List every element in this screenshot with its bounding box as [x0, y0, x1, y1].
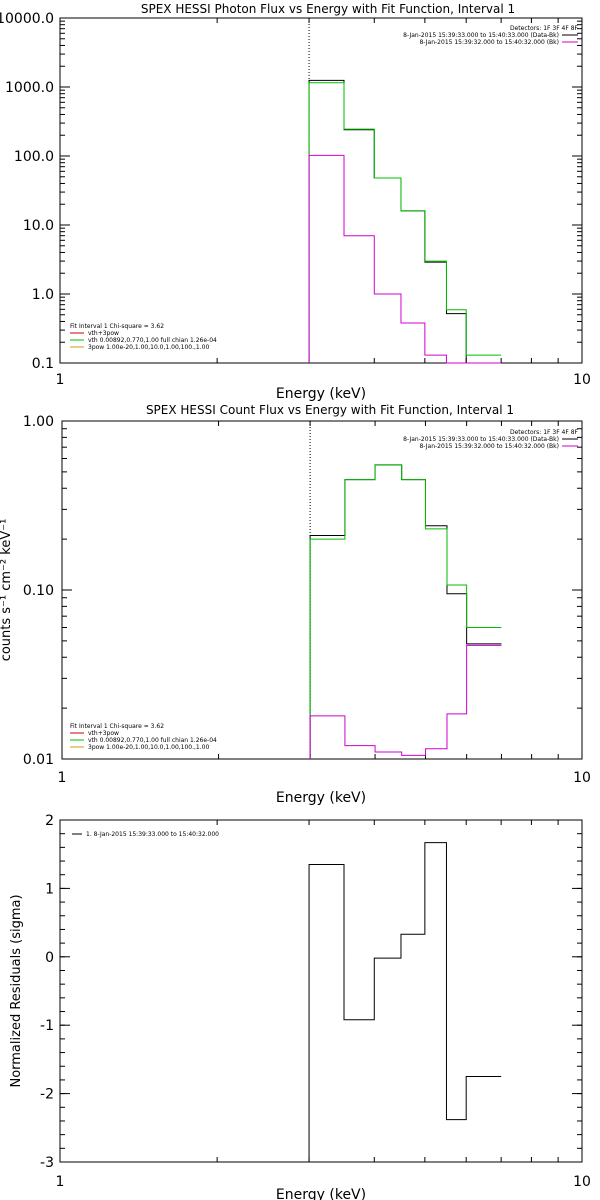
count-flux-xlabel: Energy (keV) — [276, 790, 366, 806]
series-step-line — [309, 644, 502, 759]
y-tick-label: 2 — [45, 813, 54, 829]
y-tick-label: -3 — [40, 1155, 54, 1171]
y-tick-label: 10.0 — [23, 218, 54, 234]
legend-left-entry: vth 0.00892,0.770,1.00 full chian 1.26e-… — [88, 337, 217, 344]
count-flux-panel: SPEX HESSI Count Flux vs Energy with Fit… — [0, 403, 591, 806]
residuals-plot-layer: -3 -2 -1 0 1 2 1 10 1. 8-Jan-2015 15:39:33.000 t… — [40, 813, 591, 1190]
legend-left-entry: 3pow 1.00e-20,1.00,10.0,1.00,100.,1.00 — [88, 344, 209, 351]
legend-left-entry: Fit Interval 1 Chi-square = 3.62 — [70, 723, 164, 730]
y-tick-label: 0 — [45, 950, 54, 966]
x-tick-label: 10 — [573, 770, 591, 786]
photon-flux-axes-box — [59, 17, 583, 364]
x-tick-label: 10 — [573, 372, 591, 388]
y-tick-label: 0.01 — [23, 752, 54, 768]
residuals-panel: -3 -2 -1 0 1 2 1 10 1. 8-Jan-2015 15:39:33.000 t… — [9, 813, 591, 1200]
x-tick-label: 1 — [56, 1174, 65, 1190]
series-step-line — [308, 842, 502, 1162]
series-step-line — [309, 464, 502, 759]
legend-left-entry: 1. 8-Jan-2015 15:39:33.000 to 15:40:32.0… — [86, 831, 219, 838]
photon-flux-xlabel: Energy (keV) — [276, 386, 366, 402]
legend-right-entry: 8-Jan-2015 15:39:32.000 to 15:40:32.000 … — [419, 39, 559, 46]
legend-left-entry: vth 0.00892,0.770,1.00 full chian 1.26e-… — [88, 737, 217, 744]
series-step-line — [308, 79, 502, 364]
legend-right-entry: 8-Jan-2015 15:39:33.000 to 15:40:33.000 … — [403, 436, 559, 443]
legend-left-entry: vth+3pow — [88, 330, 119, 337]
x-tick-label: 10 — [573, 1174, 591, 1190]
count-flux-title: SPEX HESSI Count Flux vs Energy with Fit… — [146, 403, 514, 417]
series-step-line — [308, 82, 502, 363]
legend-left-entry: Fit Interval 1 Chi-square = 3.62 — [70, 323, 164, 330]
y-tick-label: 10000.0 — [0, 11, 54, 27]
series-step-line — [309, 464, 502, 759]
photon-flux-panel: SPEX HESSI Photon Flux vs Energy with Fi… — [0, 2, 591, 402]
legend-right-entry: Detectors: 1F 3F 4F 8F — [510, 429, 579, 436]
count-flux-ylabel: counts s⁻¹ cm⁻² keV⁻¹ — [0, 519, 14, 662]
legend-left-entry: vth+3pow — [88, 730, 119, 737]
residuals-ylabel: Normalized Residuals (sigma) — [9, 894, 24, 1087]
residuals-axes-box — [59, 819, 583, 1163]
series-step-line — [308, 154, 502, 364]
x-tick-label: 1 — [58, 770, 67, 786]
legend-right-entry: Detectors: 1F 3F 4F 8F — [510, 25, 579, 32]
photon-flux-plot-layer: 0.1 1.0 10.0 100.0 1000.0 10000.0 1 10 Detectors… — [0, 11, 591, 388]
legend-right-entry: 8-Jan-2015 15:39:32.000 to 15:40:32.000 … — [419, 443, 559, 450]
y-tick-label: 1 — [45, 881, 54, 897]
y-tick-label: -2 — [40, 1087, 54, 1103]
residuals-xlabel: Energy (keV) — [276, 1187, 366, 1200]
y-tick-label: 1000.0 — [5, 80, 54, 96]
y-tick-label: 0.1 — [32, 356, 54, 372]
y-tick-label: 100.0 — [14, 149, 54, 165]
y-tick-label: 0.10 — [23, 583, 54, 599]
y-tick-label: 1.0 — [32, 287, 54, 303]
y-tick-label: 1.00 — [23, 414, 54, 430]
x-tick-label: 1 — [56, 372, 65, 388]
legend-left-entry: 3pow 1.00e-20,1.00,10.0,1.00,100.,1.00 — [88, 744, 209, 751]
y-tick-label: -1 — [40, 1018, 54, 1034]
legend-right-entry: 8-Jan-2015 15:39:33.000 to 15:40:33.000 … — [403, 32, 559, 39]
count-flux-axes-box — [61, 420, 583, 760]
photon-flux-title: SPEX HESSI Photon Flux vs Energy with Fi… — [141, 2, 515, 16]
